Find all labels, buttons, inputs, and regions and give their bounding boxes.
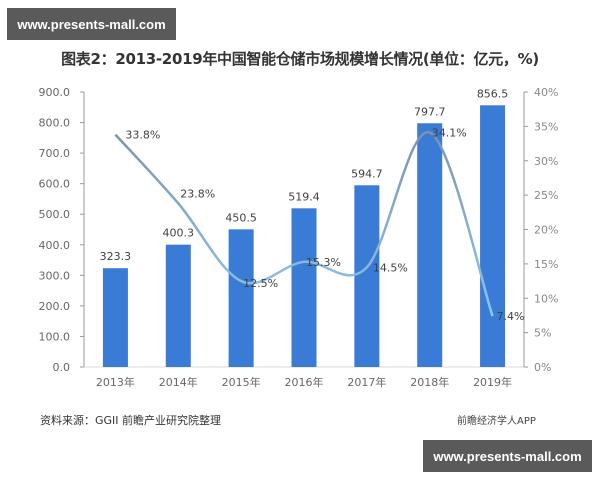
- bar-value-label: 323.3: [100, 250, 132, 263]
- x-tick-label: 2014年: [159, 375, 198, 389]
- x-tick-label: 2015年: [222, 375, 261, 389]
- right-tick-label: 30%: [534, 155, 558, 168]
- bar-value-label: 594.7: [351, 167, 383, 180]
- credit-note: 前瞻经济学人APP: [457, 416, 536, 427]
- left-tick-label: 300.0: [39, 269, 71, 282]
- right-y-axis: 0% 5% 10% 15% 20% 25% 30% 35% 40%: [523, 86, 558, 374]
- line-value-label: 34.1%: [432, 127, 467, 140]
- right-tick-label: 25%: [534, 189, 558, 202]
- left-y-axis: 0.0 100.0 200.0 300.0 400.0 500.0 600.0 700.0 80…: [39, 86, 524, 374]
- bar: [228, 229, 254, 367]
- left-tick-label: 0.0: [53, 361, 71, 374]
- line-value-label: 14.5%: [373, 261, 408, 274]
- line-value-label: 15.3%: [306, 256, 341, 269]
- left-tick-label: 800.0: [39, 117, 71, 130]
- bar: [165, 244, 191, 367]
- x-tick-label: 2017年: [347, 375, 386, 389]
- x-tick-label: 2018年: [410, 375, 449, 389]
- left-tick-label: 600.0: [39, 178, 71, 191]
- left-tick-label: 500.0: [39, 208, 71, 221]
- bar: [354, 185, 380, 367]
- chart-title: 图表2：2013-2019年中国智能仓储市场规模增长情况(单位：亿元，%): [61, 50, 539, 68]
- right-tick-label: 0%: [534, 361, 551, 374]
- bar: [291, 208, 317, 367]
- left-tick-label: 700.0: [39, 147, 71, 160]
- source-note: 资料来源：GGII 前瞻产业研究院整理: [40, 414, 222, 427]
- chart-area: 0.0 100.0 200.0 300.0 400.0 500.0 600.0 700.0 80…: [39, 86, 559, 389]
- x-tick-label: 2019年: [473, 375, 512, 389]
- bar-value-label: 797.7: [414, 105, 446, 118]
- growth-line: [114, 131, 494, 317]
- x-tick-label: 2016年: [285, 375, 324, 389]
- x-tick-label: 2013年: [96, 375, 135, 389]
- right-tick-label: 35%: [534, 120, 558, 133]
- line-value-label: 12.5%: [243, 277, 278, 290]
- bar: [102, 268, 128, 367]
- x-axis-labels: 2013年 2014年 2015年 2016年 2017年 2018年 2019年: [96, 375, 512, 389]
- bar: [417, 123, 443, 367]
- watermark-top: www.presents-mall.com: [7, 8, 176, 40]
- right-tick-label: 40%: [534, 86, 558, 99]
- bar-series: 323.3 400.3 450.5 519.4 594.7 797.7 856.5: [100, 87, 509, 368]
- line-value-label: 7.4%: [497, 310, 525, 323]
- bar-value-label: 856.5: [477, 87, 509, 100]
- line-value-label: 23.8%: [180, 187, 215, 200]
- right-tick-label: 10%: [534, 292, 558, 305]
- bar: [480, 105, 506, 368]
- left-tick-label: 400.0: [39, 239, 71, 252]
- bar-value-label: 400.3: [163, 227, 195, 240]
- left-tick-label: 900.0: [39, 86, 71, 99]
- growth-line-series: 33.8% 23.8% 12.5% 15.3% 14.5% 34.1% 7.4%: [114, 127, 525, 323]
- left-tick-label: 200.0: [39, 300, 71, 313]
- right-tick-label: 20%: [534, 224, 558, 237]
- bar-value-label: 519.4: [288, 190, 320, 203]
- line-value-label: 33.8%: [125, 129, 160, 142]
- bar-value-label: 450.5: [225, 211, 257, 224]
- left-tick-label: 100.0: [39, 330, 71, 343]
- watermark-bottom: www.presents-mall.com: [423, 440, 592, 472]
- right-tick-label: 15%: [534, 258, 558, 271]
- right-tick-label: 5%: [534, 327, 551, 340]
